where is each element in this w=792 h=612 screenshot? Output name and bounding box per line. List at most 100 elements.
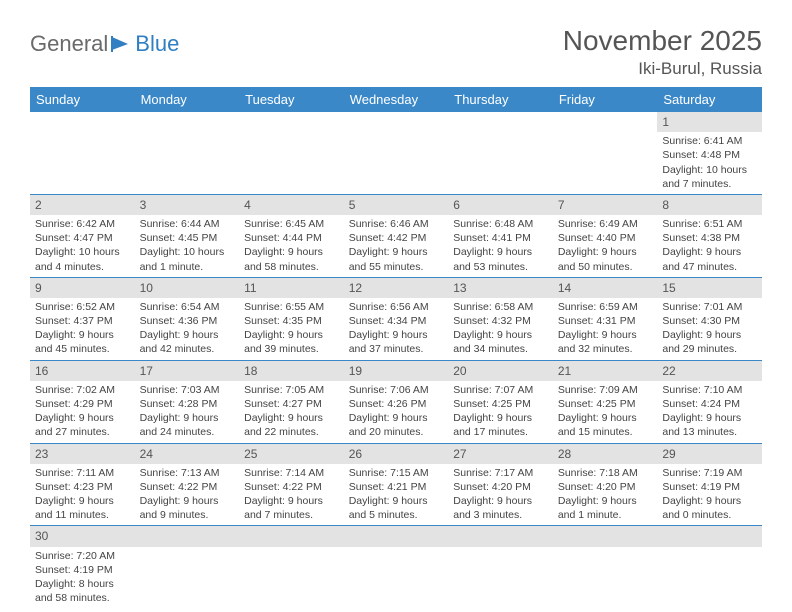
- day-details: Sunrise: 7:13 AMSunset: 4:22 PMDaylight:…: [135, 464, 240, 526]
- calendar-cell: 5Sunrise: 6:46 AMSunset: 4:42 PMDaylight…: [344, 194, 449, 277]
- day-details: Sunrise: 7:09 AMSunset: 4:25 PMDaylight:…: [553, 381, 658, 443]
- day-number: 15: [657, 278, 762, 298]
- day-details: Sunrise: 7:05 AMSunset: 4:27 PMDaylight:…: [239, 381, 344, 443]
- title-block: November 2025 Iki-Burul, Russia: [563, 25, 762, 79]
- calendar-cell-empty: [553, 112, 658, 194]
- calendar-cell: 18Sunrise: 7:05 AMSunset: 4:27 PMDayligh…: [239, 360, 344, 443]
- logo: General Blue: [30, 31, 179, 57]
- calendar-cell: 14Sunrise: 6:59 AMSunset: 4:31 PMDayligh…: [553, 277, 658, 360]
- day-number: 25: [239, 444, 344, 464]
- calendar-cell: 8Sunrise: 6:51 AMSunset: 4:38 PMDaylight…: [657, 194, 762, 277]
- calendar-cell-empty: [135, 112, 240, 194]
- calendar-cell: 26Sunrise: 7:15 AMSunset: 4:21 PMDayligh…: [344, 443, 449, 526]
- calendar-cell: 4Sunrise: 6:45 AMSunset: 4:44 PMDaylight…: [239, 194, 344, 277]
- weekday-header: Thursday: [448, 87, 553, 112]
- day-number: 13: [448, 278, 553, 298]
- day-details: Sunrise: 7:14 AMSunset: 4:22 PMDaylight:…: [239, 464, 344, 526]
- calendar-cell-empty: [553, 526, 658, 608]
- day-number: 6: [448, 195, 553, 215]
- day-number: 9: [30, 278, 135, 298]
- day-number: 7: [553, 195, 658, 215]
- day-number: 30: [30, 526, 135, 546]
- day-number: 5: [344, 195, 449, 215]
- location-title: Iki-Burul, Russia: [563, 59, 762, 79]
- day-details: Sunrise: 7:07 AMSunset: 4:25 PMDaylight:…: [448, 381, 553, 443]
- day-details: Sunrise: 7:06 AMSunset: 4:26 PMDaylight:…: [344, 381, 449, 443]
- day-number: 11: [239, 278, 344, 298]
- calendar-cell-empty: [657, 526, 762, 608]
- day-number: 3: [135, 195, 240, 215]
- day-details: Sunrise: 7:03 AMSunset: 4:28 PMDaylight:…: [135, 381, 240, 443]
- calendar-row: 9Sunrise: 6:52 AMSunset: 4:37 PMDaylight…: [30, 277, 762, 360]
- calendar-cell-empty: [344, 526, 449, 608]
- day-number: 16: [30, 361, 135, 381]
- calendar-cell: 25Sunrise: 7:14 AMSunset: 4:22 PMDayligh…: [239, 443, 344, 526]
- calendar-cell: 19Sunrise: 7:06 AMSunset: 4:26 PMDayligh…: [344, 360, 449, 443]
- day-details: Sunrise: 7:18 AMSunset: 4:20 PMDaylight:…: [553, 464, 658, 526]
- weekday-header: Saturday: [657, 87, 762, 112]
- calendar-cell: 21Sunrise: 7:09 AMSunset: 4:25 PMDayligh…: [553, 360, 658, 443]
- calendar-cell: 9Sunrise: 6:52 AMSunset: 4:37 PMDaylight…: [30, 277, 135, 360]
- calendar-row: 2Sunrise: 6:42 AMSunset: 4:47 PMDaylight…: [30, 194, 762, 277]
- day-number: 12: [344, 278, 449, 298]
- weekday-header: Tuesday: [239, 87, 344, 112]
- calendar-row: 1Sunrise: 6:41 AMSunset: 4:48 PMDaylight…: [30, 112, 762, 194]
- day-number: 23: [30, 444, 135, 464]
- logo-text-blue: Blue: [135, 31, 179, 57]
- day-number: 27: [448, 444, 553, 464]
- day-details: Sunrise: 6:55 AMSunset: 4:35 PMDaylight:…: [239, 298, 344, 360]
- calendar-cell: 27Sunrise: 7:17 AMSunset: 4:20 PMDayligh…: [448, 443, 553, 526]
- logo-flag-icon: [111, 35, 133, 53]
- calendar-cell: 30Sunrise: 7:20 AMSunset: 4:19 PMDayligh…: [30, 526, 135, 608]
- day-details: Sunrise: 6:49 AMSunset: 4:40 PMDaylight:…: [553, 215, 658, 277]
- calendar-row: 16Sunrise: 7:02 AMSunset: 4:29 PMDayligh…: [30, 360, 762, 443]
- calendar-cell: 28Sunrise: 7:18 AMSunset: 4:20 PMDayligh…: [553, 443, 658, 526]
- day-number: 20: [448, 361, 553, 381]
- day-details: Sunrise: 6:48 AMSunset: 4:41 PMDaylight:…: [448, 215, 553, 277]
- calendar-cell: 10Sunrise: 6:54 AMSunset: 4:36 PMDayligh…: [135, 277, 240, 360]
- calendar-cell: 29Sunrise: 7:19 AMSunset: 4:19 PMDayligh…: [657, 443, 762, 526]
- calendar-cell: 22Sunrise: 7:10 AMSunset: 4:24 PMDayligh…: [657, 360, 762, 443]
- day-details: Sunrise: 6:51 AMSunset: 4:38 PMDaylight:…: [657, 215, 762, 277]
- calendar-table: SundayMondayTuesdayWednesdayThursdayFrid…: [30, 87, 762, 608]
- day-details: Sunrise: 6:46 AMSunset: 4:42 PMDaylight:…: [344, 215, 449, 277]
- day-number: 14: [553, 278, 658, 298]
- calendar-cell: 2Sunrise: 6:42 AMSunset: 4:47 PMDaylight…: [30, 194, 135, 277]
- calendar-cell: 6Sunrise: 6:48 AMSunset: 4:41 PMDaylight…: [448, 194, 553, 277]
- day-number: 28: [553, 444, 658, 464]
- day-details: Sunrise: 7:01 AMSunset: 4:30 PMDaylight:…: [657, 298, 762, 360]
- day-number: 24: [135, 444, 240, 464]
- weekday-header: Wednesday: [344, 87, 449, 112]
- day-details: Sunrise: 7:10 AMSunset: 4:24 PMDaylight:…: [657, 381, 762, 443]
- day-number: 17: [135, 361, 240, 381]
- day-details: Sunrise: 7:11 AMSunset: 4:23 PMDaylight:…: [30, 464, 135, 526]
- day-details: Sunrise: 6:56 AMSunset: 4:34 PMDaylight:…: [344, 298, 449, 360]
- calendar-cell: 11Sunrise: 6:55 AMSunset: 4:35 PMDayligh…: [239, 277, 344, 360]
- calendar-cell-empty: [448, 112, 553, 194]
- calendar-cell-empty: [239, 526, 344, 608]
- day-details: Sunrise: 6:58 AMSunset: 4:32 PMDaylight:…: [448, 298, 553, 360]
- calendar-cell: 16Sunrise: 7:02 AMSunset: 4:29 PMDayligh…: [30, 360, 135, 443]
- weekday-header: Friday: [553, 87, 658, 112]
- day-number: 4: [239, 195, 344, 215]
- calendar-cell: 23Sunrise: 7:11 AMSunset: 4:23 PMDayligh…: [30, 443, 135, 526]
- day-number: 8: [657, 195, 762, 215]
- header-bar: General Blue November 2025 Iki-Burul, Ru…: [30, 25, 762, 79]
- weekday-header-row: SundayMondayTuesdayWednesdayThursdayFrid…: [30, 87, 762, 112]
- calendar-cell-empty: [135, 526, 240, 608]
- month-title: November 2025: [563, 25, 762, 57]
- day-number: 18: [239, 361, 344, 381]
- calendar-cell: 7Sunrise: 6:49 AMSunset: 4:40 PMDaylight…: [553, 194, 658, 277]
- calendar-cell: 24Sunrise: 7:13 AMSunset: 4:22 PMDayligh…: [135, 443, 240, 526]
- calendar-cell-empty: [344, 112, 449, 194]
- day-details: Sunrise: 7:15 AMSunset: 4:21 PMDaylight:…: [344, 464, 449, 526]
- day-details: Sunrise: 6:52 AMSunset: 4:37 PMDaylight:…: [30, 298, 135, 360]
- day-number: 29: [657, 444, 762, 464]
- logo-text-general: General: [30, 31, 108, 57]
- calendar-cell: 20Sunrise: 7:07 AMSunset: 4:25 PMDayligh…: [448, 360, 553, 443]
- day-number: 2: [30, 195, 135, 215]
- day-number: 19: [344, 361, 449, 381]
- day-number: 26: [344, 444, 449, 464]
- day-details: Sunrise: 7:20 AMSunset: 4:19 PMDaylight:…: [30, 547, 135, 609]
- calendar-cell: 15Sunrise: 7:01 AMSunset: 4:30 PMDayligh…: [657, 277, 762, 360]
